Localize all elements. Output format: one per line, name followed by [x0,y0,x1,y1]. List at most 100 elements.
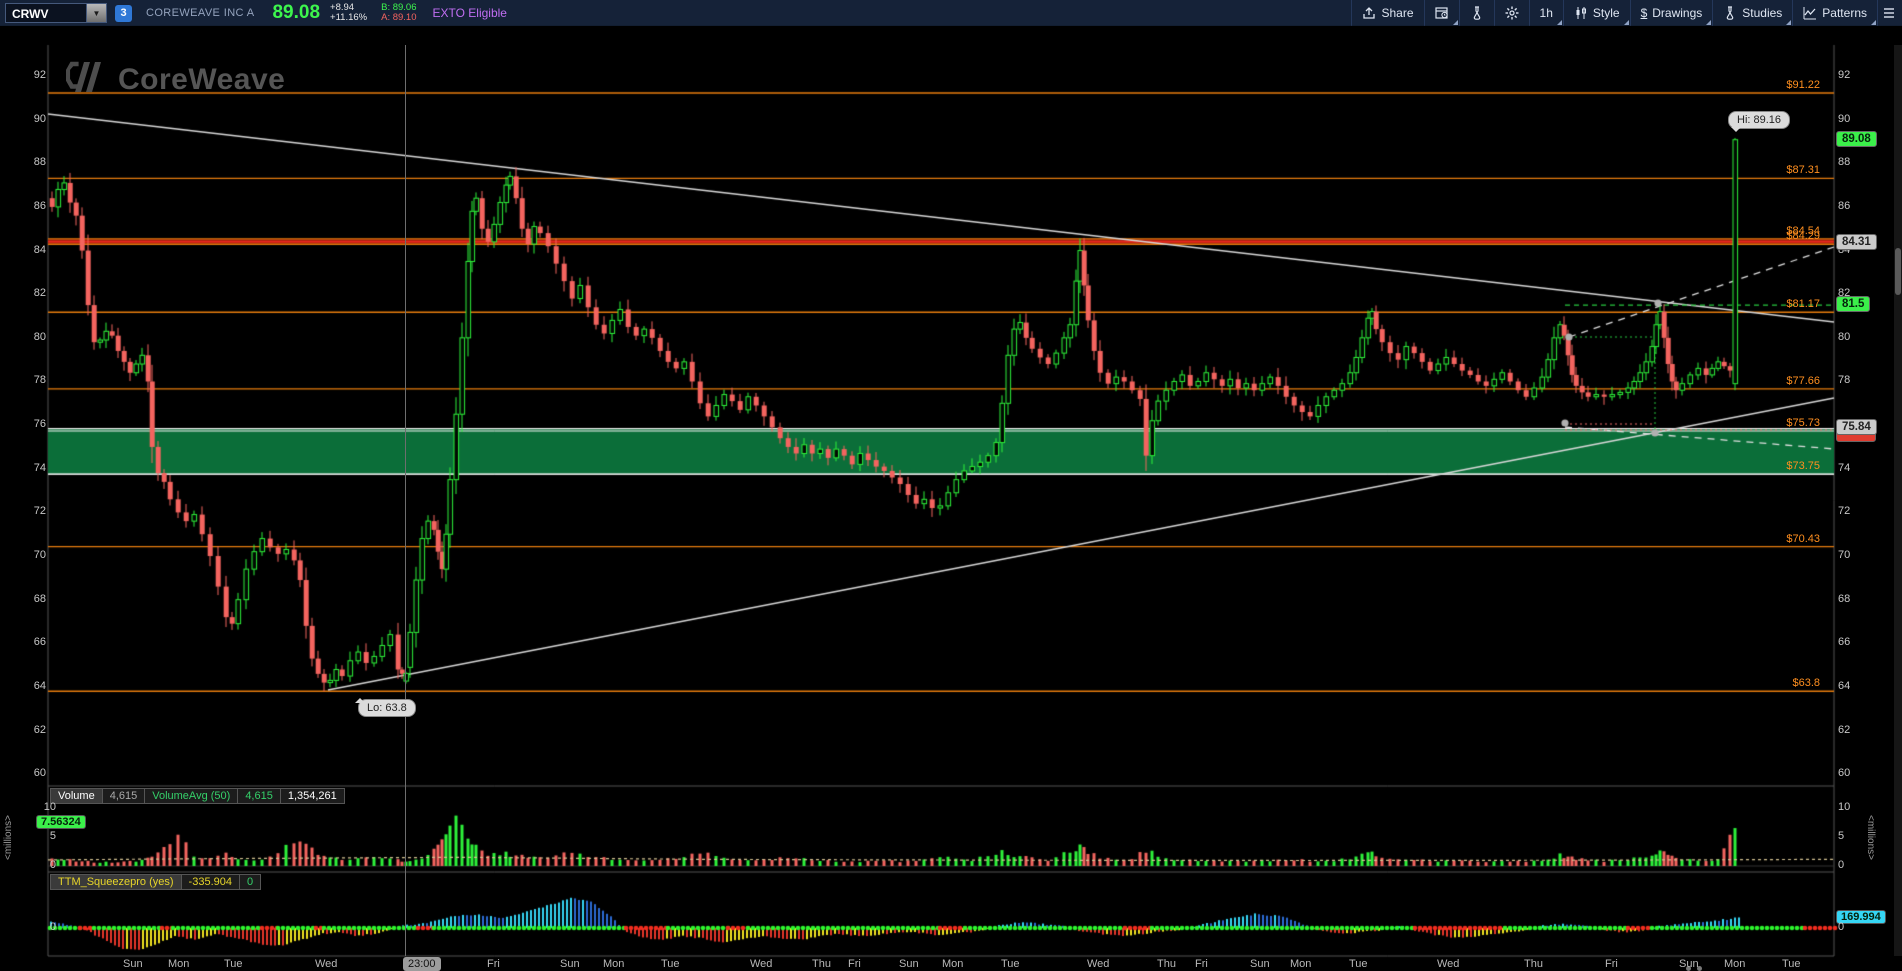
volume-tick-left[interactable]: 0 [49,859,56,871]
price-tick-left[interactable]: 92 [33,69,46,81]
scrollbar-thumb[interactable] [1895,248,1901,295]
watermark-text: CoreWeave [118,62,286,96]
volume-tick-right[interactable]: 0 [1838,859,1845,871]
ttm-pane-header: TTM_Squeezepro (yes) -335.904 0 [50,874,262,890]
time-axis-label[interactable]: Sun [560,958,580,970]
volume-avg-label[interactable]: VolumeAvg (50) [145,788,239,804]
price-level-label: $91.22 [1786,79,1820,92]
price-level-label: $75.73 [1786,417,1820,429]
time-axis-label[interactable]: Tue [1349,958,1368,970]
time-axis-label[interactable]: Sun [123,958,143,970]
time-axis-label[interactable]: Tue [224,958,243,970]
price-tick-right[interactable]: 80 [1838,330,1851,343]
ttm-tick-left[interactable]: 0 [49,921,56,933]
time-axis-label[interactable]: Thu [1524,958,1543,970]
time-axis-label[interactable]: Sun [1679,958,1699,970]
crosshair-time-badge: 23:00 [403,957,441,971]
time-axis-label[interactable]: Mon [942,958,964,970]
price-level-label: $77.66 [1786,374,1820,387]
time-scroll-dot[interactable] [1697,966,1702,971]
volume-tick-left[interactable]: 10 [43,801,56,813]
time-axis-label[interactable]: Sun [899,958,919,970]
time-axis-label[interactable]: Wed [315,958,338,970]
price-axis-scrollbar[interactable] [1894,45,1902,956]
price-tick-right[interactable]: 60 [1838,767,1851,780]
time-axis-label[interactable]: Tue [1782,958,1801,970]
volume-units-left: <millions> [3,814,15,861]
volume-units-right: <millions> [1865,814,1877,861]
volume-pane-header: Volume 4,615 VolumeAvg (50) 4,615 1,354,… [50,788,345,804]
ttm-zero-value: 0 [239,874,262,890]
volume-avg-value: 4,615 [238,788,281,804]
price-tick-left[interactable]: 84 [33,243,46,256]
time-axis-label[interactable]: Wed [750,958,773,970]
price-tick-left[interactable]: 88 [33,156,46,169]
price-tick-left[interactable]: 60 [33,767,46,780]
time-axis-label[interactable]: Tue [661,958,680,970]
price-tick-left[interactable]: 80 [33,330,46,343]
volume-tick-right[interactable]: 10 [1838,801,1851,813]
low-tooltip-text: Lo: 63.8 [367,702,407,714]
price-tick-left[interactable]: 66 [33,636,46,649]
time-axis-label[interactable]: Mon [603,958,625,970]
price-axis-badge: 81.5 [1836,296,1871,312]
ttm-axis-badge: 169.994 [1836,910,1886,924]
time-axis-label[interactable]: Fri [1605,958,1618,970]
price-tick-right[interactable]: 66 [1838,636,1851,649]
price-tick-right[interactable]: 90 [1838,112,1851,125]
price-tick-left[interactable]: 74 [33,461,46,474]
price-tick-left[interactable]: 76 [33,418,46,431]
volume-tick-left[interactable]: 5 [49,830,56,842]
price-tick-right[interactable]: 68 [1838,592,1851,605]
time-scroll-dot[interactable] [1686,966,1691,971]
time-axis-label[interactable]: Fri [848,958,861,970]
volume-axis-badge: 7.56324 [36,815,86,829]
time-axis-label[interactable]: Mon [168,958,190,970]
price-axis-badge: 84.31 [1836,234,1877,250]
price-level-label: $70.43 [1786,532,1820,545]
volume-label[interactable]: Volume [50,788,103,804]
high-tooltip: Hi: 89.16 [1728,111,1791,132]
price-tick-left[interactable]: 82 [33,287,46,300]
price-axis-badge: 89.08 [1836,131,1877,147]
price-level-label: $63.8 [1792,677,1820,690]
time-axis-label[interactable]: Thu [1157,958,1176,970]
price-level-label: $73.75 [1786,460,1820,473]
price-tick-left[interactable]: 64 [33,679,46,692]
price-axis-badge: 75.84 [1836,419,1877,435]
price-tick-left[interactable]: 62 [33,723,46,736]
ttm-tick-right[interactable]: 0 [1838,921,1845,933]
price-tick-right[interactable]: 62 [1838,723,1851,736]
price-tick-right[interactable]: 78 [1838,374,1851,387]
price-level-label: $87.31 [1786,164,1820,177]
low-tooltip: Lo: 63.8 [355,698,416,717]
price-tick-right[interactable]: 72 [1838,505,1851,518]
time-axis-label[interactable]: Fri [487,958,500,970]
time-axis-label[interactable]: Mon [1724,958,1746,970]
volume-value: 4,615 [102,788,146,804]
price-tick-left[interactable]: 72 [33,505,46,518]
price-tick-right[interactable]: 88 [1838,156,1851,169]
time-axis-label[interactable]: Wed [1087,958,1110,970]
price-tick-left[interactable]: 70 [33,549,46,562]
time-axis-label[interactable]: Sun [1250,958,1270,970]
ttm-label[interactable]: TTM_Squeezepro (yes) [50,874,182,890]
price-tick-left[interactable]: 68 [33,592,46,605]
price-level-label: $84.54 [1786,224,1820,237]
time-axis-label[interactable]: Fri [1195,958,1208,970]
price-tick-left[interactable]: 78 [33,374,46,387]
time-axis-label[interactable]: Tue [1001,958,1020,970]
time-axis-label[interactable]: Mon [1290,958,1312,970]
time-axis-label[interactable]: Thu [812,958,831,970]
price-tick-right[interactable]: 74 [1838,461,1851,474]
price-tick-right[interactable]: 64 [1838,679,1851,692]
price-level-label: $81.17 [1786,298,1820,311]
volume-tick-right[interactable]: 5 [1838,830,1845,842]
time-axis-label[interactable]: Wed [1437,958,1460,970]
price-tick-right[interactable]: 92 [1838,69,1851,81]
price-tick-left[interactable]: 90 [33,112,46,125]
price-tick-right[interactable]: 86 [1838,199,1851,212]
price-tick-right[interactable]: 70 [1838,549,1851,562]
price-tick-left[interactable]: 86 [33,199,46,212]
